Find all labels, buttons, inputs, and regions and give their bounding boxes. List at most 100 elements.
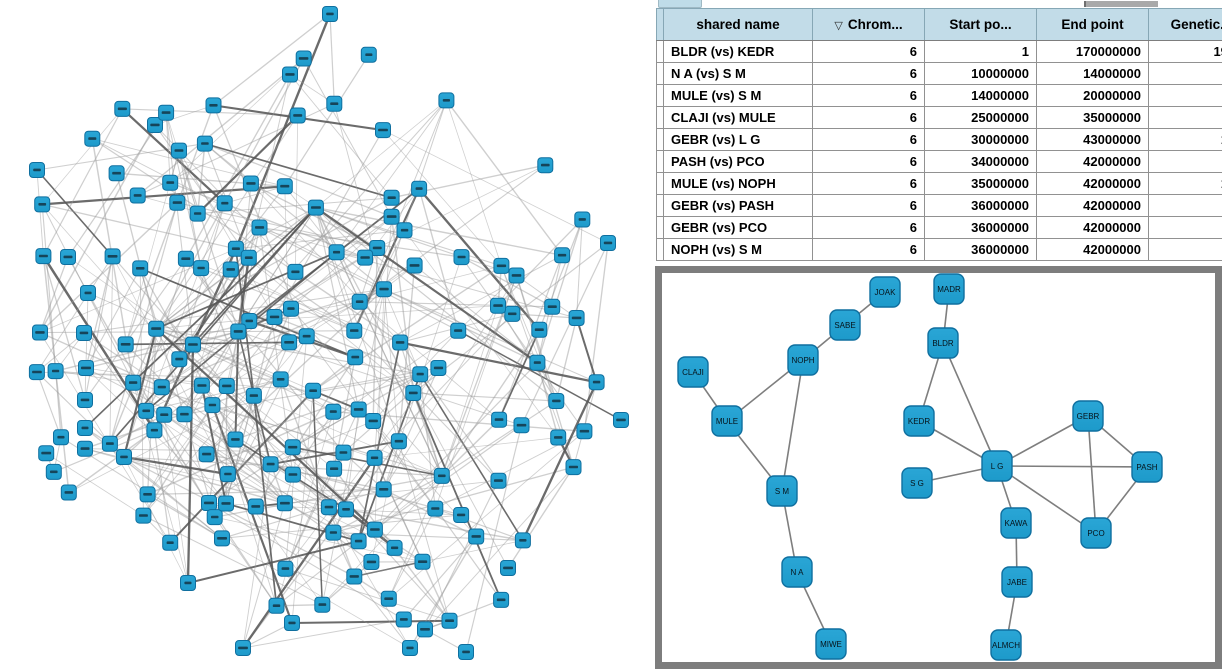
network-node[interactable]	[406, 257, 423, 274]
graph-node-PCO[interactable]: PCO	[1080, 517, 1112, 549]
network-node[interactable]	[529, 354, 546, 371]
table-cell[interactable]: 42000000	[1036, 194, 1149, 217]
network-node[interactable]	[369, 240, 386, 256]
table-cell[interactable]: MULE (vs) NOPH	[663, 172, 813, 195]
network-node[interactable]	[531, 321, 548, 338]
table-cell[interactable]: 6	[812, 150, 925, 173]
network-node[interactable]	[34, 196, 51, 213]
network-node[interactable]	[550, 429, 567, 446]
graph-edge-LG-PASH[interactable]	[996, 465, 1148, 468]
table-cell[interactable]: 30000000	[924, 128, 1037, 151]
graph-node-MADR[interactable]: MADR	[933, 273, 965, 305]
table-cell[interactable]: PASH (vs) PCO	[663, 150, 813, 173]
graph-node-NA[interactable]: N A	[781, 556, 813, 588]
network-node[interactable]	[35, 248, 52, 265]
column-header-chrom---[interactable]: ▽ Chrom...	[812, 8, 925, 41]
network-node[interactable]	[77, 392, 93, 408]
network-node[interactable]	[78, 360, 94, 376]
graph-node-ALMCH[interactable]: ALMCH	[990, 629, 1022, 661]
network-node[interactable]	[346, 568, 363, 585]
network-node[interactable]	[500, 560, 516, 576]
network-node[interactable]	[206, 509, 223, 526]
network-node[interactable]	[430, 360, 447, 376]
network-node[interactable]	[227, 431, 244, 448]
table-cell[interactable]: 11.4	[1148, 150, 1222, 173]
network-node[interactable]	[438, 92, 455, 109]
network-node[interactable]	[84, 130, 101, 147]
network-node[interactable]	[266, 309, 283, 325]
node-shape[interactable]	[903, 405, 935, 437]
table-cell[interactable]: GEBR (vs) L G	[663, 128, 813, 151]
node-shape[interactable]	[933, 273, 965, 305]
table-row[interactable]: BLDR (vs) KEDR61170000000192.0	[656, 40, 1222, 63]
network-node[interactable]	[29, 162, 45, 178]
network-node[interactable]	[537, 157, 554, 174]
network-node[interactable]	[508, 267, 525, 284]
network-node[interactable]	[295, 50, 312, 67]
graph-node-KEDR[interactable]: KEDR	[903, 405, 935, 437]
network-node[interactable]	[360, 46, 377, 63]
table-cell[interactable]: 6	[812, 216, 925, 239]
network-node[interactable]	[357, 249, 374, 266]
graph-node-JOAK[interactable]: JOAK	[869, 276, 901, 308]
table-cell[interactable]: 7.5	[1148, 84, 1222, 107]
table-cell[interactable]: 36000000	[924, 216, 1037, 239]
network-node[interactable]	[171, 142, 187, 159]
graph-node-SG[interactable]: S G	[901, 467, 933, 499]
network-node[interactable]	[346, 322, 363, 339]
network-node[interactable]	[169, 194, 186, 211]
graph-node-PASH[interactable]: PASH	[1131, 451, 1163, 483]
table-cell[interactable]: 10000000	[924, 62, 1037, 85]
filter-icon[interactable]: ▽	[834, 20, 843, 32]
network-node[interactable]	[60, 484, 77, 501]
network-node[interactable]	[156, 406, 173, 423]
network-node[interactable]	[77, 420, 93, 436]
graph-node-KAWA[interactable]: KAWA	[1000, 507, 1032, 539]
network-node[interactable]	[325, 524, 342, 541]
network-node[interactable]	[230, 323, 247, 340]
network-node[interactable]	[613, 412, 629, 428]
table-cell[interactable]: 16.9	[1148, 128, 1222, 151]
network-node[interactable]	[251, 219, 268, 236]
network-node[interactable]	[284, 466, 301, 483]
network-node[interactable]	[335, 444, 352, 461]
network-node[interactable]	[588, 374, 605, 391]
table-cell[interactable]: 8.9	[1148, 194, 1222, 217]
network-node[interactable]	[554, 247, 571, 264]
network-node[interactable]	[366, 449, 383, 466]
network-node[interactable]	[214, 530, 230, 547]
node-shape[interactable]	[787, 344, 819, 376]
node-shape[interactable]	[815, 628, 847, 660]
node-shape[interactable]	[869, 276, 901, 308]
network-node[interactable]	[574, 211, 591, 228]
network-node[interactable]	[77, 440, 93, 457]
network-node[interactable]	[441, 612, 458, 629]
network-node[interactable]	[411, 180, 428, 197]
network-node[interactable]	[402, 640, 418, 656]
network-node[interactable]	[114, 100, 131, 117]
graph-node-MULE[interactable]: MULE	[711, 405, 743, 437]
table-cell[interactable]: 170000000	[1036, 40, 1149, 63]
table-cell[interactable]: 35000000	[924, 172, 1037, 195]
network-node[interactable]	[314, 596, 331, 613]
network-node[interactable]	[162, 534, 179, 551]
graph-node-CLAJI[interactable]: CLAJI	[677, 356, 709, 388]
table-cell[interactable]: 6.6	[1148, 62, 1222, 85]
network-node[interactable]	[222, 261, 239, 278]
network-node[interactable]	[28, 364, 45, 381]
table-cell[interactable]: NOPH (vs) S M	[663, 238, 813, 261]
table-cell[interactable]: 6	[812, 84, 925, 107]
column-header-shared-name[interactable]: shared name	[663, 8, 813, 41]
network-node[interactable]	[380, 590, 397, 607]
network-node[interactable]	[427, 500, 444, 517]
table-cell[interactable]: CLAJI (vs) MULE	[663, 106, 813, 129]
network-node[interactable]	[138, 402, 155, 419]
table-cell[interactable]: BLDR (vs) KEDR	[663, 40, 813, 63]
network-detail-canvas[interactable]: JOAK MADR SABE BLDR NOPH CLAJI MULE KEDR GEBR L G…	[662, 273, 1215, 662]
table-cell[interactable]: 1	[924, 40, 1037, 63]
network-node[interactable]	[544, 298, 561, 315]
graph-node-SABE[interactable]: SABE	[829, 309, 861, 341]
network-node[interactable]	[458, 644, 474, 660]
table-cell[interactable]: 35000000	[1036, 106, 1149, 129]
network-node[interactable]	[276, 495, 293, 512]
